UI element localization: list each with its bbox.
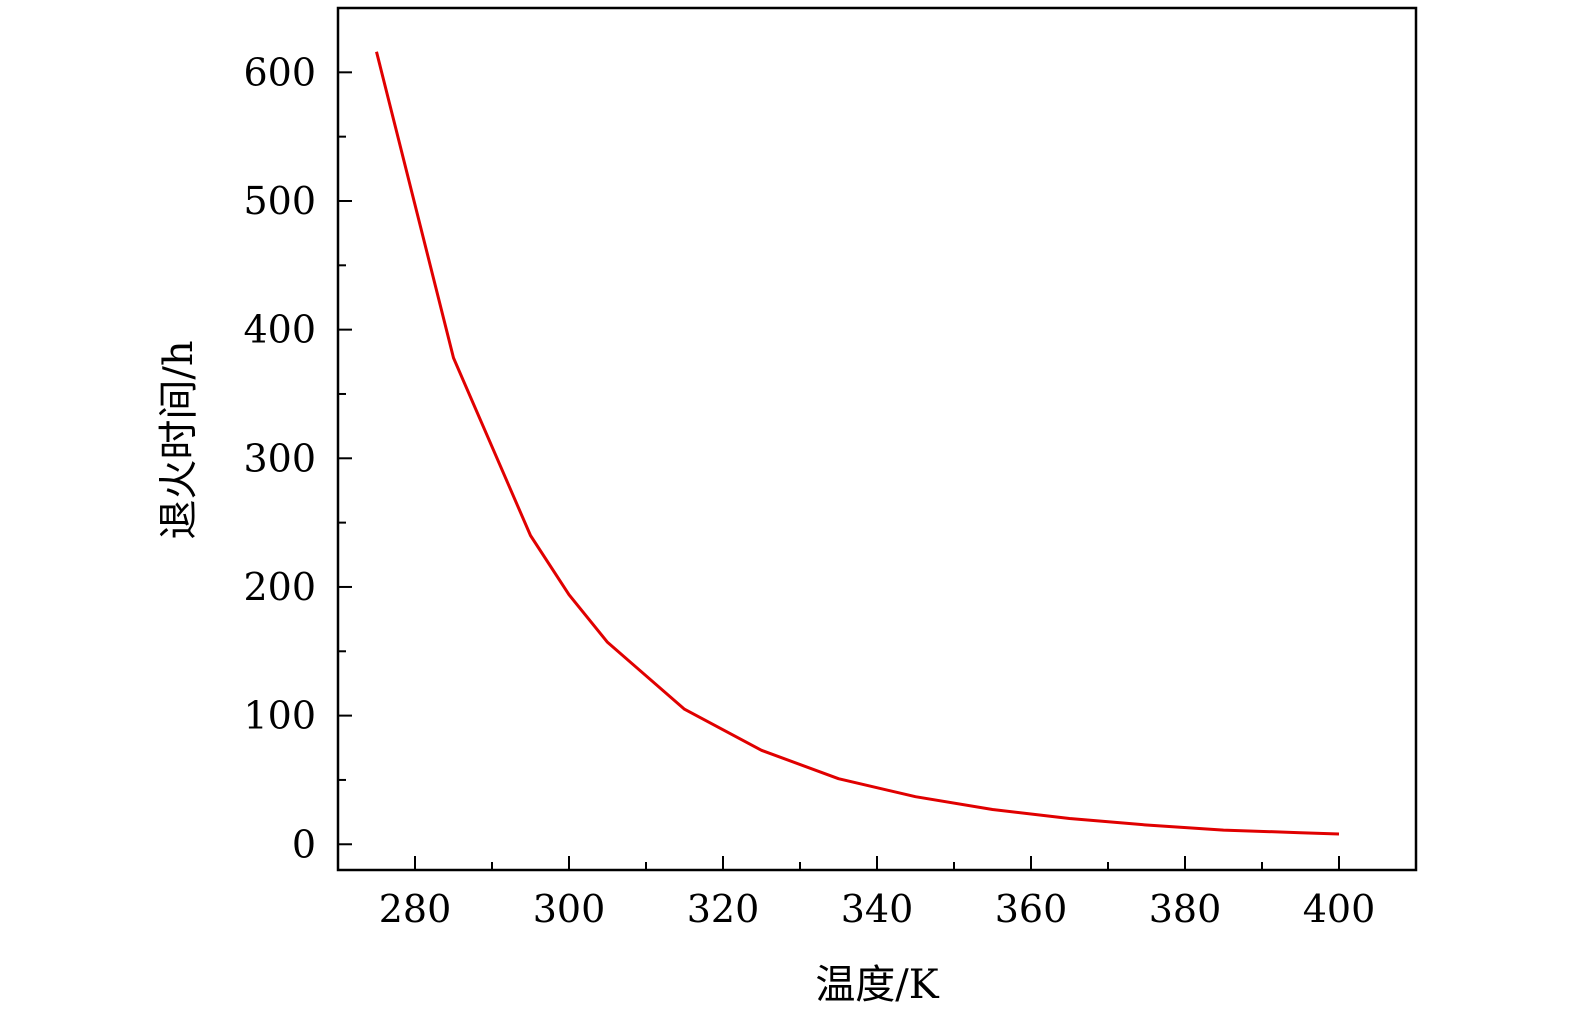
- x-tick-label: 380: [1149, 887, 1222, 931]
- y-tick-label: 600: [243, 50, 316, 94]
- series-line: [375, 51, 1340, 836]
- y-tick-label: 400: [243, 308, 316, 352]
- x-tick-label: 300: [533, 887, 606, 931]
- x-tick-label: 320: [687, 887, 760, 931]
- y-tick-label: 100: [243, 694, 316, 738]
- x-tick-label: 280: [379, 887, 452, 931]
- y-tick-label: 300: [243, 436, 316, 480]
- y-axis-ticks: 0 100 200 300 400 500 600: [243, 50, 352, 866]
- y-axis-title: 退火时间/h: [156, 340, 202, 539]
- plot-frame: [336, 6, 1418, 872]
- x-tick-label: 360: [995, 887, 1068, 931]
- x-axis-title: 温度/K: [815, 962, 939, 1008]
- x-tick-label: 340: [841, 887, 914, 931]
- y-tick-label: 0: [292, 822, 316, 866]
- y-tick-label: 500: [243, 179, 316, 223]
- y-tick-label: 200: [243, 565, 316, 609]
- x-axis-ticks: 280 300 320 340 360 380 400: [379, 856, 1376, 931]
- x-tick-label: 400: [1303, 887, 1376, 931]
